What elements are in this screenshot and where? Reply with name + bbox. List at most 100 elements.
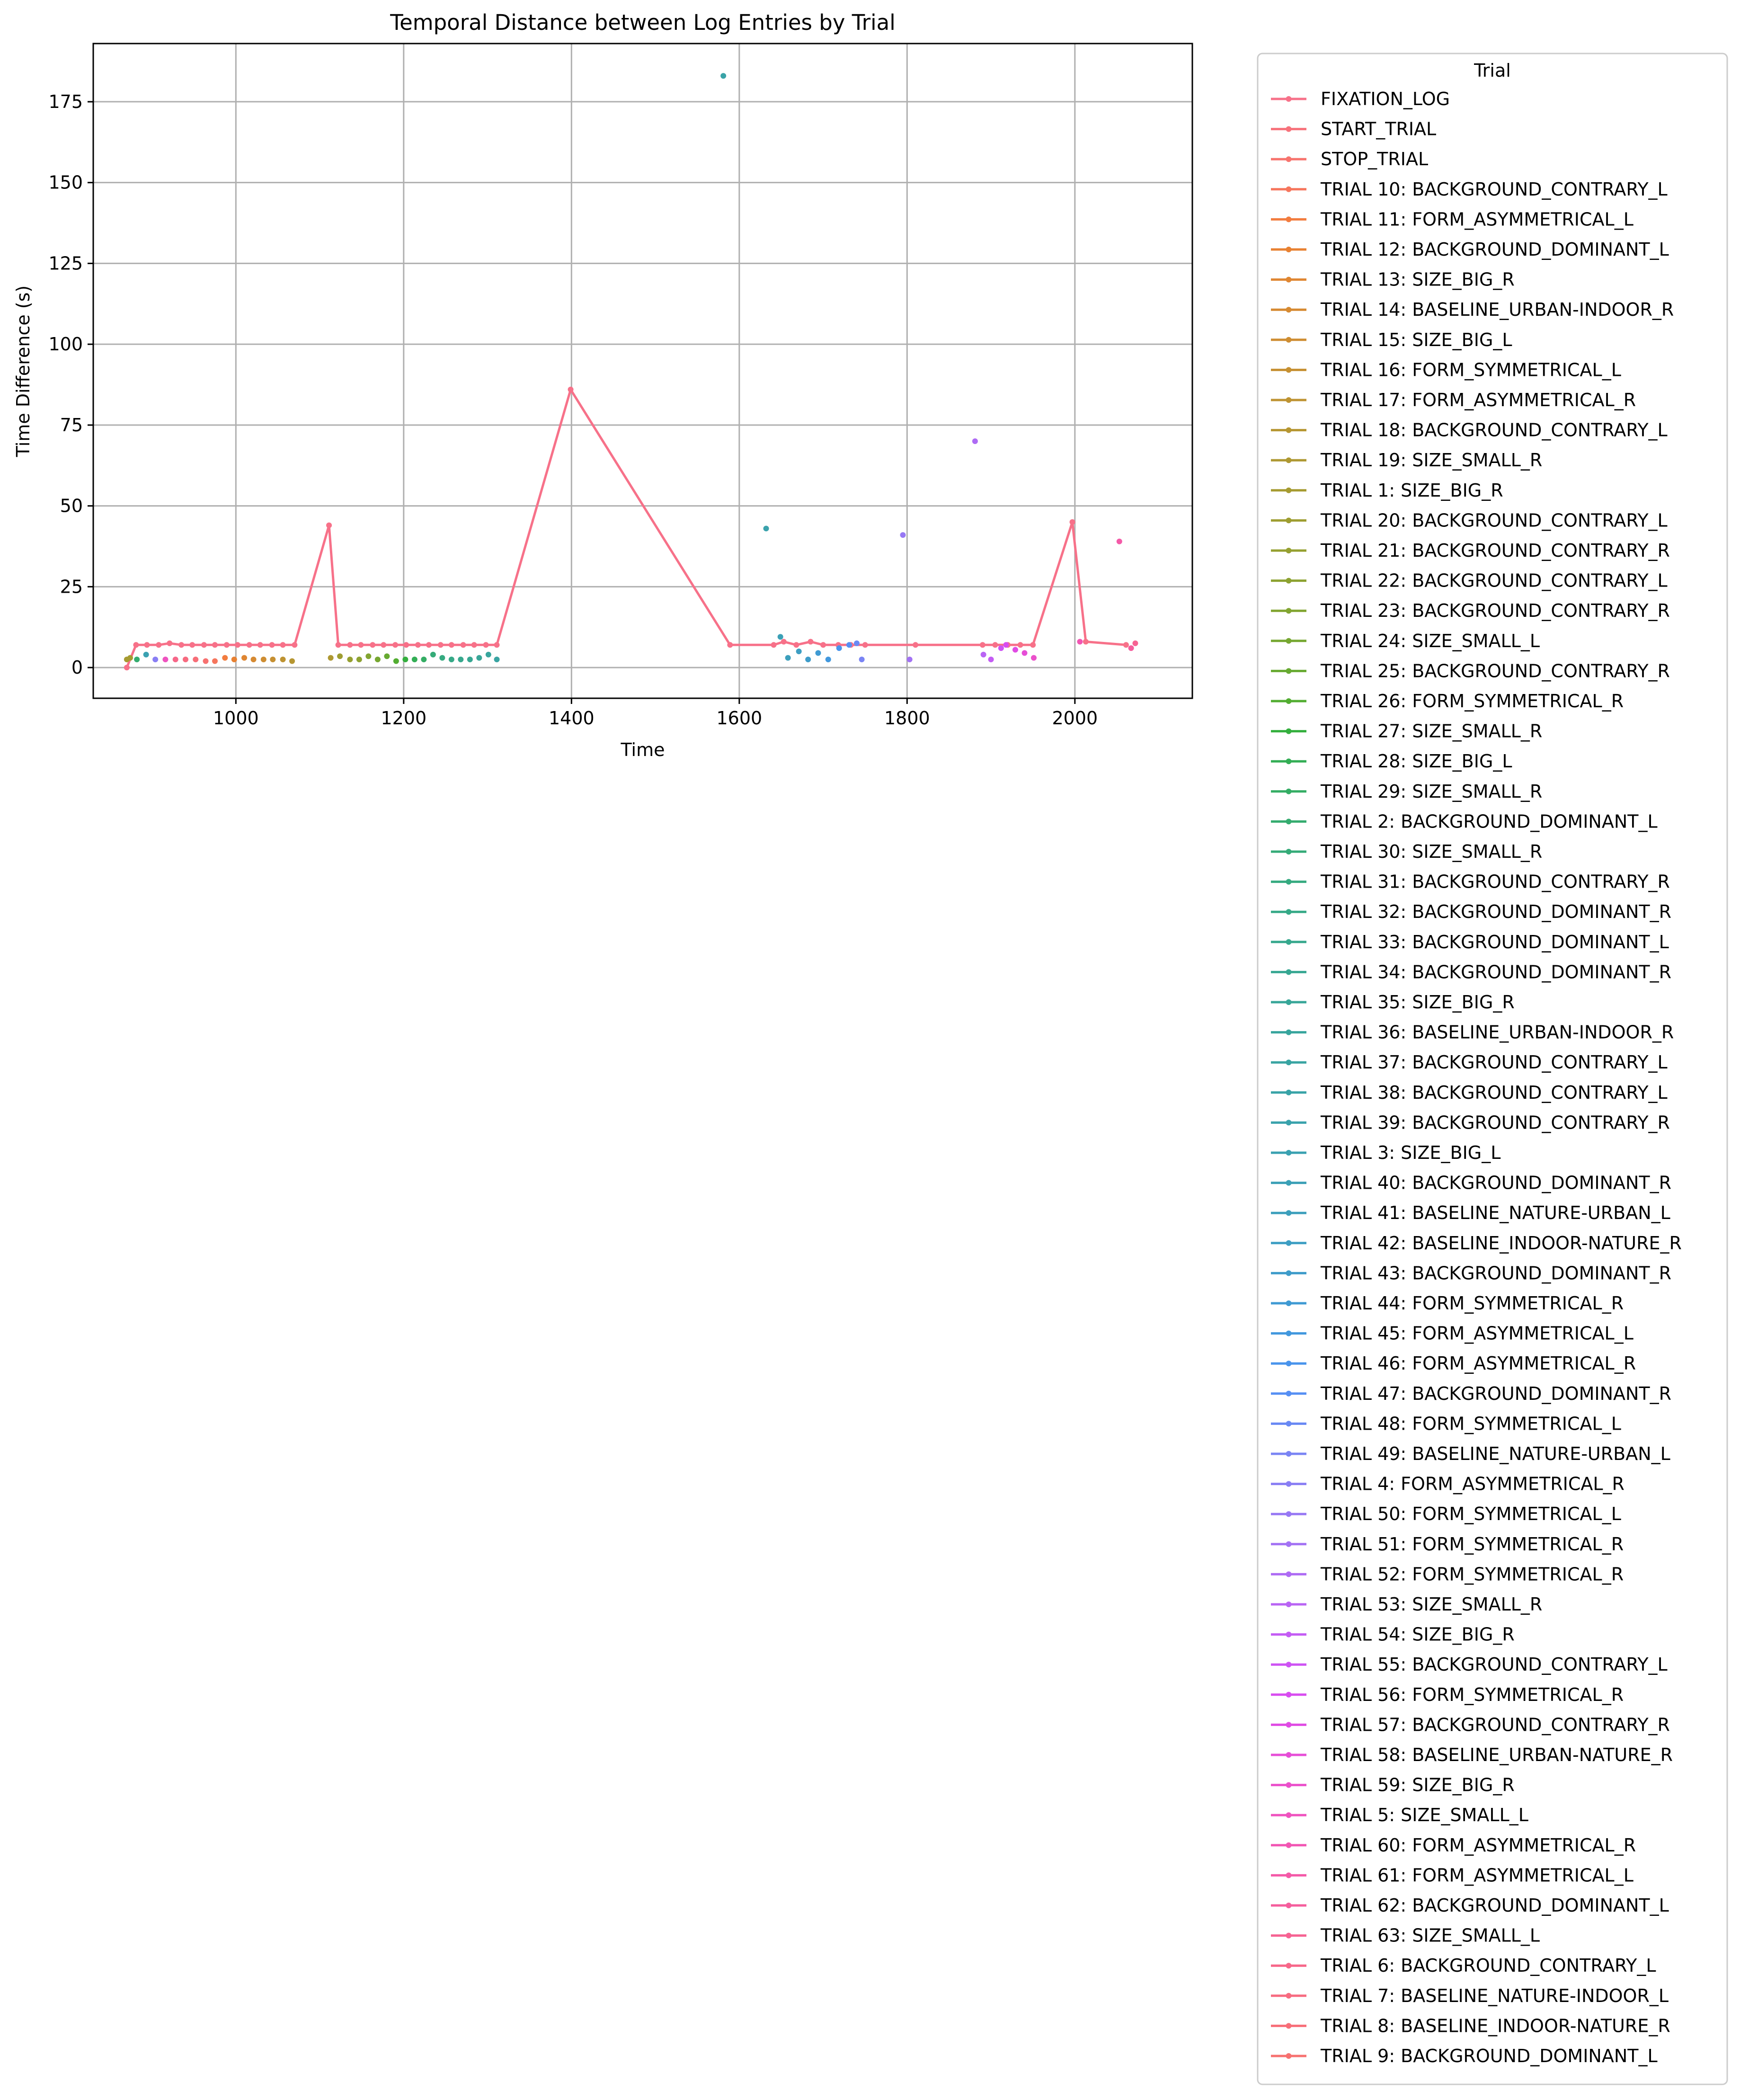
data-point — [430, 651, 436, 658]
legend-swatch-marker — [1286, 1842, 1292, 1848]
data-point — [152, 657, 159, 663]
series-trial-45-form-asymmetrical-l — [825, 657, 831, 663]
legend-swatch-marker — [1286, 1059, 1292, 1066]
legend-entry: TRIAL 21: BACKGROUND_CONTRARY_R — [1271, 540, 1670, 561]
data-point — [980, 651, 986, 658]
legend-label: TRIAL 58: BASELINE_URBAN-NATURE_R — [1320, 1744, 1673, 1765]
legend-entry: TRIAL 11: FORM_ASYMMETRICAL_L — [1271, 209, 1633, 230]
data-point — [1077, 639, 1083, 645]
legend-swatch-marker — [1286, 1451, 1292, 1457]
series-trial-5-size-small-l — [162, 657, 169, 663]
data-point — [494, 657, 500, 663]
legend-label: TRIAL 59: SIZE_BIG_R — [1320, 1775, 1515, 1796]
legend-label: TRIAL 38: BACKGROUND_CONTRARY_L — [1320, 1082, 1668, 1103]
legend-entry: TRIAL 1: SIZE_BIG_R — [1271, 480, 1503, 501]
data-point — [292, 642, 298, 648]
series-trial-58-baseline-urban-nature-r — [1021, 650, 1028, 656]
legend-entry: TRIAL 62: BACKGROUND_DOMINANT_L — [1271, 1895, 1669, 1916]
data-point — [370, 642, 376, 648]
data-point — [393, 658, 399, 664]
data-point — [269, 642, 275, 648]
legend-label: TRIAL 53: SIZE_SMALL_R — [1320, 1594, 1542, 1615]
data-point — [460, 642, 466, 648]
data-point — [825, 657, 831, 663]
legend-swatch-marker — [1286, 758, 1292, 765]
data-point — [796, 648, 802, 654]
legend-swatch-marker — [1286, 638, 1292, 644]
data-point — [402, 657, 408, 663]
data-point — [777, 634, 783, 640]
legend-label: START_TRIAL — [1321, 119, 1436, 140]
data-point — [384, 653, 390, 659]
data-point — [201, 642, 207, 648]
series-trial-14-baseline-urban-indoor-r — [250, 657, 257, 663]
legend-entry: TRIAL 50: FORM_SYMMETRICAL_L — [1271, 1504, 1621, 1524]
legend-swatch-marker — [1286, 1722, 1292, 1728]
data-point — [172, 657, 178, 663]
legend-label: TRIAL 25: BACKGROUND_CONTRARY_R — [1320, 660, 1670, 681]
x-tick-label: 1400 — [549, 708, 595, 729]
legend-title: Trial — [1474, 60, 1511, 81]
legend-entries: FIXATION_LOG START_TRIAL STOP_TRIAL TRIAL 1… — [1271, 89, 1682, 2066]
data-point — [411, 657, 417, 663]
legend-entry: TRIAL 9: BACKGROUND_DOMINANT_L — [1271, 2046, 1658, 2066]
legend-swatch-marker — [1286, 517, 1292, 524]
legend-swatch-marker — [1286, 999, 1292, 1005]
series-trial-31-background-contrary-r — [439, 655, 445, 661]
legend-swatch-marker — [1286, 186, 1292, 192]
series-trial-39-background-contrary-r — [763, 525, 769, 532]
data-point — [167, 640, 173, 646]
legend-label: TRIAL 8: BASELINE_INDOOR-NATURE_R — [1320, 2015, 1670, 2036]
legend-entry: TRIAL 39: BACKGROUND_CONTRARY_R — [1271, 1112, 1670, 1133]
data-point — [212, 642, 218, 648]
legend-swatch-marker — [1286, 1150, 1292, 1156]
data-point — [771, 642, 777, 648]
data-point — [133, 642, 139, 648]
y-tick-label: 25 — [60, 576, 83, 597]
data-point — [836, 645, 842, 651]
series-trial-15-size-big-l — [260, 657, 266, 663]
series-trial-53-size-small-r — [980, 651, 986, 658]
data-point — [212, 658, 218, 664]
series-trial-59-size-big-r — [1030, 655, 1037, 661]
legend-label: TRIAL 10: BACKGROUND_CONTRARY_L — [1320, 179, 1668, 200]
series-trial-63-size-small-l — [1132, 640, 1138, 646]
legend-entry: TRIAL 37: BACKGROUND_CONTRARY_L — [1271, 1052, 1668, 1073]
data-point — [356, 657, 362, 663]
x-axis-ticks: 1000 1200 1400 1600 1800 2000 — [213, 698, 1098, 729]
legend-label: TRIAL 55: BACKGROUND_CONTRARY_L — [1320, 1654, 1668, 1675]
legend-entry: TRIAL 48: FORM_SYMMETRICAL_L — [1271, 1413, 1621, 1434]
legend-entry: TRIAL 17: FORM_ASYMMETRICAL_R — [1271, 390, 1636, 410]
plot-area-frame — [92, 43, 1193, 699]
data-point — [913, 642, 919, 648]
series-trial-19-size-small-r — [328, 655, 334, 661]
legend-label: TRIAL 32: BACKGROUND_DOMINANT_R — [1320, 901, 1671, 922]
y-axis-label: Time Difference (s) — [13, 285, 34, 458]
legend-entry: TRIAL 22: BACKGROUND_CONTRARY_L — [1271, 570, 1668, 591]
legend-swatch-marker — [1286, 1300, 1292, 1306]
data-point — [426, 642, 432, 648]
series-trial-55-background-contrary-l — [998, 645, 1004, 651]
data-point — [820, 642, 826, 648]
legend-label: TRIAL 44: FORM_SYMMETRICAL_R — [1320, 1293, 1624, 1314]
legend-swatch-marker — [1286, 1872, 1292, 1878]
series-trial-24-size-small-l — [374, 657, 381, 663]
series-trial-21-background-contrary-r — [347, 657, 353, 663]
legend-swatch-marker — [1286, 1993, 1292, 1999]
legend-label: TRIAL 49: BASELINE_NATURE-URBAN_L — [1320, 1443, 1670, 1464]
legend-entry: TRIAL 29: SIZE_SMALL_R — [1271, 781, 1542, 802]
legend-swatch-marker — [1286, 1662, 1292, 1668]
legend-label: TRIAL 60: FORM_ASYMMETRICAL_R — [1320, 1835, 1636, 1856]
legend-entry: TRIAL 13: SIZE_BIG_R — [1271, 269, 1515, 290]
legend-swatch-marker — [1286, 849, 1292, 854]
legend-swatch-marker — [1286, 1089, 1292, 1095]
legend-label: TRIAL 57: BACKGROUND_CONTRARY_R — [1320, 1714, 1670, 1735]
legend-swatch-marker — [1286, 939, 1292, 945]
data-point — [246, 642, 252, 648]
legend-label: TRIAL 29: SIZE_SMALL_R — [1320, 781, 1542, 802]
legend-swatch-marker — [1286, 247, 1292, 252]
data-point — [859, 657, 865, 663]
data-point — [193, 657, 199, 663]
legend-entry: TRIAL 47: BACKGROUND_DOMINANT_R — [1271, 1383, 1671, 1404]
legend-label: TRIAL 13: SIZE_BIG_R — [1320, 269, 1515, 290]
